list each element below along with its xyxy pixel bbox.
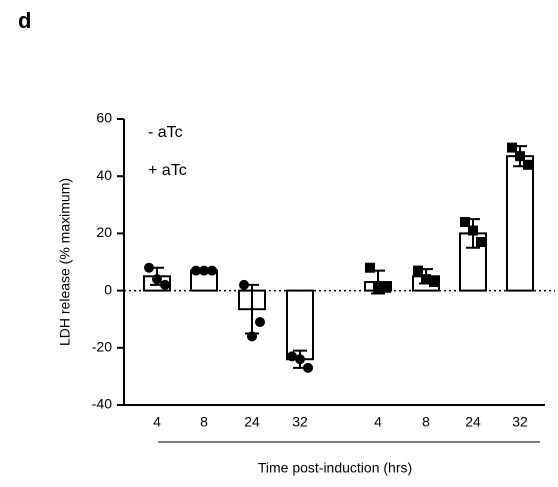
y-tick-label: 40	[96, 167, 112, 183]
data-point	[303, 362, 313, 373]
data-point	[413, 265, 423, 276]
data-point	[468, 225, 478, 236]
data-point	[365, 262, 375, 273]
y-tick-label: 0	[104, 281, 112, 297]
data-point	[287, 351, 297, 362]
data-point	[144, 262, 154, 273]
data-point	[239, 279, 249, 290]
x-tick-label: 24	[465, 414, 481, 430]
x-tick-label: 4	[374, 414, 382, 430]
x-axis-label: Time post-induction (hrs)	[258, 460, 412, 476]
legend-label: - aTc	[148, 124, 183, 141]
x-tick-label: 32	[512, 414, 528, 430]
panel-label: d	[18, 8, 31, 33]
data-point	[476, 236, 486, 247]
data-point	[199, 265, 209, 276]
y-tick-label: -20	[92, 339, 112, 355]
y-tick-label: -40	[92, 396, 112, 412]
bar	[506, 155, 534, 292]
data-point	[373, 282, 383, 293]
y-tick-label: 20	[96, 224, 112, 240]
bar	[286, 289, 314, 361]
x-tick-label: 32	[292, 414, 308, 430]
data-point	[191, 265, 201, 276]
data-point	[247, 331, 257, 342]
data-point	[515, 151, 525, 162]
data-point	[152, 274, 162, 285]
data-point	[523, 159, 533, 170]
data-point	[421, 274, 431, 285]
x-tick-label: 4	[153, 414, 161, 430]
data-point	[255, 317, 265, 328]
x-tick-label: 24	[244, 414, 260, 430]
data-point	[207, 265, 217, 276]
y-axis-label: LDH release (% maximum)	[57, 178, 73, 346]
data-point	[507, 142, 517, 153]
data-point	[295, 354, 305, 365]
data-point	[160, 279, 170, 290]
data-point	[381, 282, 391, 293]
x-tick-label: 8	[200, 414, 208, 430]
legend-label: + aTc	[148, 162, 187, 179]
x-tick-label: 8	[422, 414, 430, 430]
data-point	[429, 277, 439, 288]
y-tick-label: 60	[96, 110, 112, 126]
data-point	[460, 216, 470, 227]
